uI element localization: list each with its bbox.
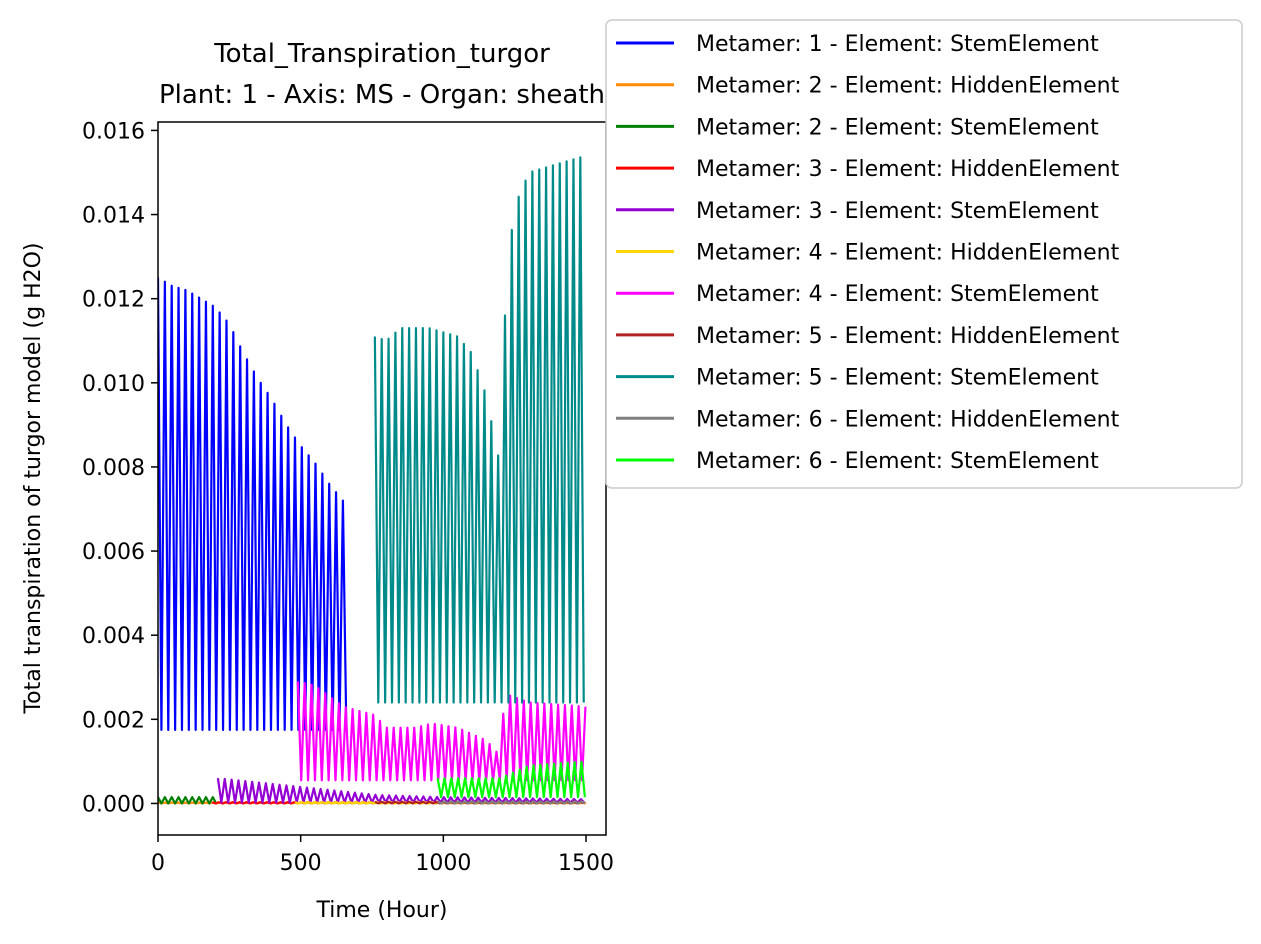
- chart-subtitle: Plant: 1 - Axis: MS - Organ: sheath: [159, 80, 605, 110]
- legend-label-4: Metamer: 3 - Element: HiddenElement: [696, 157, 1120, 182]
- x-axis-label: Time (Hour): [316, 898, 448, 923]
- legend-label-1: Metamer: 1 - Element: StemElement: [696, 32, 1099, 57]
- y-tick-label: 0.010: [82, 372, 145, 397]
- legend-label-11: Metamer: 6 - Element: StemElement: [696, 449, 1099, 474]
- legend-label-6: Metamer: 4 - Element: HiddenElement: [696, 241, 1120, 266]
- series-line-7: [296, 681, 587, 782]
- legend-label-5: Metamer: 3 - Element: StemElement: [696, 199, 1099, 224]
- legend-label-9: Metamer: 5 - Element: StemElement: [696, 366, 1099, 391]
- y-axis-label: Total transpiration of turgor model (g H…: [21, 242, 46, 714]
- x-tick-label: 500: [280, 851, 322, 876]
- y-tick-label: 0.012: [82, 288, 145, 313]
- legend: Metamer: 1 - Element: StemElement Metamer…: [605, 19, 1243, 489]
- legend-label-8: Metamer: 5 - Element: HiddenElement: [696, 324, 1120, 349]
- legend-label-2: Metamer: 2 - Element: HiddenElement: [696, 74, 1120, 99]
- y-tick-label: 0.008: [82, 456, 145, 481]
- y-axis: 0.000 0.002 0.004 0.006 0.008 0.010 0.012 0.014…: [82, 119, 158, 817]
- legend-frame: [605, 19, 1243, 489]
- series-line-1: [158, 277, 348, 731]
- x-tick-label: 1000: [415, 851, 471, 876]
- series-line-3: [158, 796, 218, 805]
- series-line-11: [436, 760, 586, 799]
- series-line-10: [437, 800, 586, 805]
- x-tick-label: 0: [151, 851, 165, 876]
- series-line-9: [373, 156, 585, 704]
- legend-label-3: Metamer: 2 - Element: StemElement: [696, 115, 1099, 140]
- x-axis: 0 500 1000 1500: [151, 835, 614, 876]
- y-tick-label: 0.016: [82, 119, 145, 144]
- series-layer: [158, 156, 587, 805]
- y-tick-label: 0.004: [82, 624, 145, 649]
- y-tick-label: 0.006: [82, 540, 145, 565]
- legend-label-7: Metamer: 4 - Element: StemElement: [696, 282, 1099, 307]
- chart-title: Total_Transpiration_turgor: [213, 39, 550, 69]
- x-tick-label: 1500: [558, 851, 614, 876]
- y-tick-label: 0.002: [82, 708, 145, 733]
- legend-label-10: Metamer: 6 - Element: HiddenElement: [696, 407, 1120, 432]
- y-tick-label: 0.014: [82, 204, 145, 229]
- y-tick-label: 0.000: [82, 792, 145, 817]
